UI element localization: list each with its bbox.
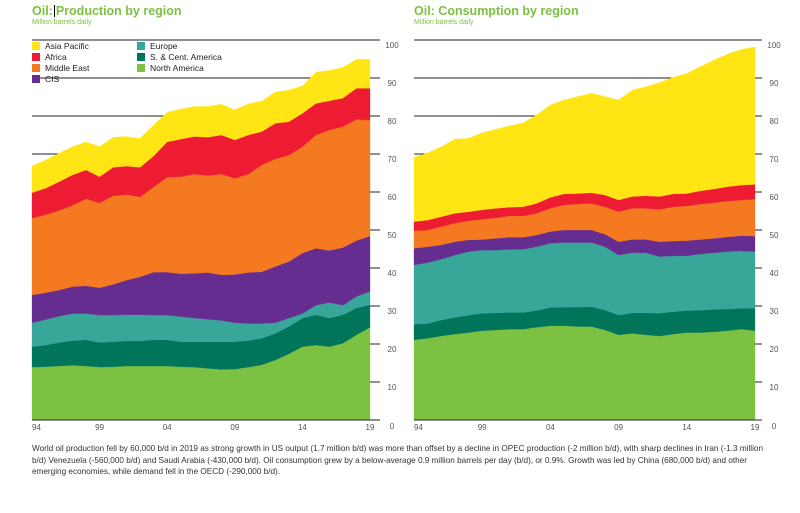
production-axes: 0 10 20 30 40 50 60 70 80 90 100 94 99 04 09 14 19 — [32, 41, 399, 432]
consumption-y-tick-label: 100 — [767, 41, 781, 50]
production-x-tick-label: 04 — [163, 423, 172, 432]
consumption-chart-title: Oil: Consumption by region — [414, 4, 579, 18]
legend-item-s-cent-america: S. & Cent. America — [137, 52, 222, 62]
legend-item-cis: CIS — [32, 74, 59, 84]
legend-label: Europe — [150, 41, 178, 51]
legend-item-europe: Europe — [137, 41, 177, 51]
production-y-tick-label: 50 — [388, 231, 397, 240]
legend-swatch — [137, 42, 145, 50]
consumption-y-tick-label: 80 — [770, 117, 779, 126]
charts-canvas: 0 10 20 30 40 50 60 70 80 90 100 94 99 04 09 14 19 0 10 20… — [31, 39, 781, 432]
production-x-tick-label: 19 — [366, 423, 375, 432]
legend-swatch — [32, 75, 40, 83]
consumption-x-tick-label: 19 — [751, 423, 760, 432]
caption-text: World oil production fell by 60,000 b/d … — [32, 444, 764, 476]
legend-item-asia-pacific: Asia Pacific — [32, 41, 89, 51]
legend-swatch — [32, 42, 40, 50]
consumption-x-tick-label: 94 — [414, 423, 423, 432]
consumption-y-tick-label: 50 — [770, 231, 779, 240]
production-y-tick-label: 0 — [390, 422, 395, 431]
production-y-tick-label: 90 — [388, 79, 397, 88]
production-chart-subtitle: Million barrels daily — [32, 19, 92, 26]
production-y-tick-label: 80 — [388, 117, 397, 126]
production-y-tick-label: 30 — [388, 307, 397, 316]
consumption-x-tick-label: 99 — [478, 423, 487, 432]
consumption-y-tick-label: 10 — [770, 383, 779, 392]
consumption-y-tick-label: 30 — [770, 307, 779, 316]
consumption-x-tick-label: 14 — [682, 423, 691, 432]
consumption-x-tick-label: 09 — [614, 423, 623, 432]
production-y-tick-label: 10 — [388, 383, 397, 392]
legend-label: CIS — [45, 74, 60, 84]
consumption-y-tick-label: 90 — [770, 79, 779, 88]
text-cursor — [53, 5, 55, 17]
consumption-area-north-america — [413, 325, 756, 421]
production-title-main: Production by region — [55, 4, 182, 18]
production-y-tick-label: 60 — [388, 193, 397, 202]
production-chart-title: Oil: Production by region — [32, 4, 182, 18]
consumption-y-tick-label: 20 — [770, 345, 779, 354]
production-areas — [31, 59, 371, 421]
consumption-y-tick-label: 60 — [770, 193, 779, 202]
legend-item-middle-east: Middle East — [32, 63, 89, 73]
consumption-y-tick-label: 40 — [770, 269, 779, 278]
production-x-tick-label: 14 — [298, 423, 307, 432]
production-title-prefix: Oil: — [32, 4, 53, 18]
consumption-y-tick-label: 0 — [772, 422, 777, 431]
legend-item-north-america: North America — [137, 63, 204, 73]
legend-label: Asia Pacific — [45, 41, 89, 51]
production-x-tick-label: 94 — [32, 423, 41, 432]
legend-label: Africa — [45, 52, 67, 62]
consumption-x-tick-label: 04 — [546, 423, 555, 432]
legend-item-africa: Africa — [32, 52, 67, 62]
consumption-areas — [413, 46, 756, 421]
legend-label: North America — [150, 63, 204, 73]
consumption-chart-subtitle: Million barrels daily — [414, 19, 474, 26]
legend-label: Middle East — [45, 63, 90, 73]
consumption-y-tick-label: 70 — [770, 155, 779, 164]
legend-label: S. & Cent. America — [150, 52, 222, 62]
legend-swatch — [32, 64, 40, 72]
production-y-tick-label: 70 — [388, 155, 397, 164]
production-x-tick-label: 99 — [95, 423, 104, 432]
production-y-tick-label: 40 — [388, 269, 397, 278]
production-y-tick-label: 100 — [385, 41, 399, 50]
consumption-axes: 0 10 20 30 40 50 60 70 80 90 100 94 99 04 09 14 19 — [414, 41, 781, 432]
production-area-asia-pacific — [31, 59, 371, 193]
consumption-area-asia-pacific — [413, 46, 756, 222]
production-y-tick-label: 20 — [388, 345, 397, 354]
legend-swatch — [137, 53, 145, 61]
legend-swatch — [137, 64, 145, 72]
legend-swatch — [32, 53, 40, 61]
production-x-tick-label: 09 — [230, 423, 239, 432]
